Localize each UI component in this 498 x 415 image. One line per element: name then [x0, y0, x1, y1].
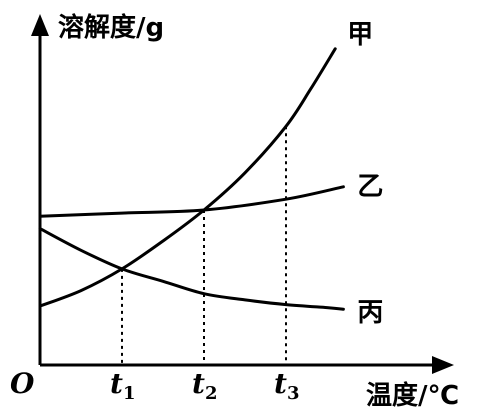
x-axis-arrow: [432, 356, 454, 374]
x-axis-label: 温度/℃: [366, 380, 459, 411]
series-curve-2: [38, 185, 345, 218]
origin-label: O: [10, 367, 35, 400]
y-axis-arrow: [31, 14, 49, 36]
series-label-2: 乙: [357, 172, 383, 202]
tick-label-1: t1: [110, 367, 135, 404]
tick-label-3: t3: [274, 367, 299, 404]
x-tick-labels: t1 t2 t3: [110, 367, 299, 404]
series-label-1: 甲: [347, 20, 373, 50]
y-axis-label: 溶解度/g: [58, 12, 164, 43]
series-labels: 甲乙丙: [347, 20, 383, 328]
series-curve-3: [38, 227, 345, 311]
guide-lines: [121, 126, 287, 365]
series-curve-1: [38, 47, 337, 308]
curves: [38, 47, 345, 311]
series-label-3: 丙: [357, 298, 383, 328]
tick-label-2: t2: [192, 367, 217, 404]
